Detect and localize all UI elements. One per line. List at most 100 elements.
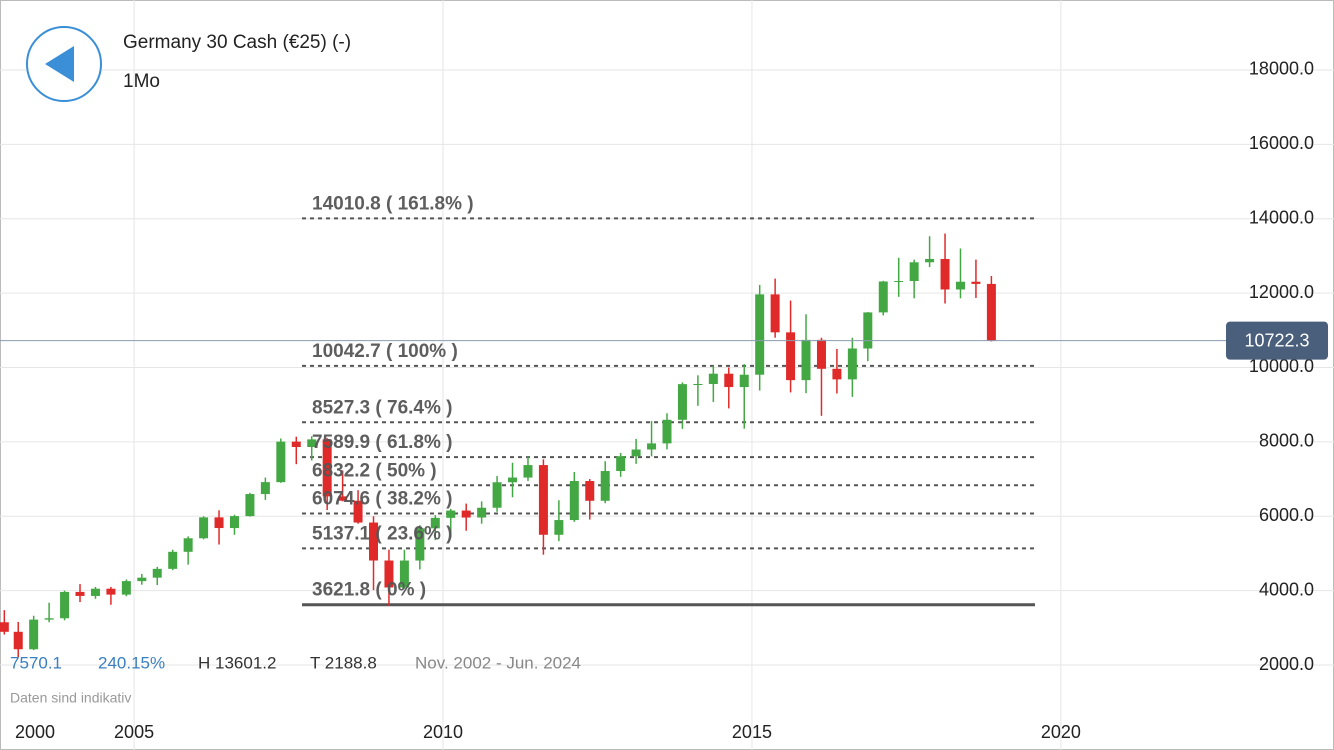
stat-range: Nov. 2002 - Jun. 2024 — [415, 653, 581, 672]
candle-body — [168, 551, 178, 569]
candle-body — [863, 312, 873, 349]
stat-change: 7570.1 — [10, 653, 62, 672]
x-tick-label: 2000 — [15, 722, 55, 742]
candle-body — [152, 568, 162, 578]
candle-body — [677, 384, 687, 420]
candle-body — [199, 517, 209, 539]
note: Daten sind indikativ — [10, 690, 131, 706]
candle-body — [260, 482, 270, 495]
candle-body — [60, 591, 70, 619]
back-arrow[interactable] — [45, 46, 74, 82]
y-tick-label: 6000.0 — [1259, 505, 1314, 525]
candle-body — [708, 373, 718, 385]
candle-body — [137, 577, 147, 582]
fib-label: 5137.1 ( 23.6% ) — [312, 523, 452, 544]
candle-body — [214, 517, 224, 529]
stat-high: H 13601.2 — [198, 653, 276, 672]
candle-body — [647, 443, 657, 450]
candle-body — [631, 449, 641, 457]
candle-body — [832, 368, 842, 380]
candle-body — [616, 456, 626, 472]
candle-body — [29, 619, 39, 650]
candle-body — [925, 258, 935, 263]
candle-body — [554, 520, 564, 535]
fib-levels — [302, 217, 1035, 607]
candle-body — [986, 283, 996, 341]
candle-body — [693, 384, 703, 386]
candle-body — [724, 373, 734, 388]
y-tick-label: 4000.0 — [1259, 579, 1314, 599]
y-tick-label: 8000.0 — [1259, 431, 1314, 451]
candle-body — [816, 339, 826, 369]
x-tick-label: 2010 — [423, 722, 463, 742]
candle-body — [955, 281, 965, 290]
back-button[interactable] — [26, 26, 102, 102]
x-tick-label: 2005 — [114, 722, 154, 742]
candle-body — [847, 348, 857, 380]
candle-body — [492, 482, 502, 508]
candle-body — [229, 516, 239, 529]
candle-body — [291, 441, 301, 448]
candle-body — [245, 494, 255, 517]
candle-body — [13, 631, 23, 650]
fib-label: 6074.6 ( 38.2% ) — [312, 488, 452, 509]
fib-label: 7589.9 ( 61.8% ) — [312, 432, 452, 453]
fib-label: 14010.8 ( 161.8% ) — [312, 193, 474, 214]
stat-change-pct: 240.15% — [98, 653, 165, 672]
last-price-box — [1226, 321, 1328, 360]
candle-body — [770, 294, 780, 333]
candle-body — [894, 281, 904, 283]
y-tick-label: 10000.0 — [1249, 356, 1314, 376]
candle-body — [369, 522, 379, 561]
x-tick-label: 2015 — [732, 722, 772, 742]
candle-body — [878, 281, 888, 313]
candle-body — [338, 496, 348, 501]
candle-body — [569, 481, 579, 521]
candle-body — [75, 591, 85, 596]
candle-body — [90, 588, 100, 596]
candle-body — [538, 465, 548, 535]
candle-body — [909, 262, 919, 282]
candle-body — [523, 465, 533, 478]
overlay: 2000.0 4000.0 6000.0 8000.0 10000.0 12000.0 14… — [0, 59, 1328, 742]
subtitle: 1Mo — [123, 71, 160, 92]
candle-body — [755, 294, 765, 375]
y-tick-label: 2000.0 — [1259, 654, 1314, 674]
candle-body — [384, 560, 394, 588]
candle-body — [971, 281, 981, 284]
y-tick-label: 12000.0 — [1249, 282, 1314, 302]
candle-body — [121, 581, 131, 595]
fib-label: 8527.3 ( 76.4% ) — [312, 397, 452, 418]
candle-body — [739, 374, 749, 388]
y-tick-label: 16000.0 — [1249, 133, 1314, 153]
candle-body — [585, 481, 595, 501]
candle-body — [940, 258, 950, 290]
candle-body — [415, 528, 425, 561]
x-tick-label: 2020 — [1041, 722, 1081, 742]
candle-body — [600, 471, 610, 501]
candle-body — [276, 441, 286, 483]
title: Germany 30 Cash (€25) (-) — [123, 32, 351, 53]
candles — [0, 233, 996, 658]
fib-label: 3621.8 ( 0% ) — [312, 580, 426, 601]
fib-label: 6832.2 ( 50% ) — [312, 460, 437, 481]
candle-body — [801, 339, 811, 381]
last-price-label: 10722.3 — [1244, 330, 1309, 350]
y-tick-label: 14000.0 — [1249, 207, 1314, 227]
candle-body — [430, 517, 440, 529]
candle-body — [106, 588, 116, 595]
candle-body — [399, 560, 409, 588]
y-tick-label: 18000.0 — [1249, 59, 1314, 79]
candle-body — [446, 510, 456, 518]
candle-body — [461, 510, 471, 518]
candle-body — [307, 439, 317, 448]
candle-body — [322, 439, 332, 497]
candle-body — [786, 332, 796, 381]
candle-body — [662, 419, 672, 444]
fib-label: 10042.7 ( 100% ) — [312, 341, 458, 362]
candle-body — [477, 507, 487, 518]
candle-body — [508, 477, 518, 483]
